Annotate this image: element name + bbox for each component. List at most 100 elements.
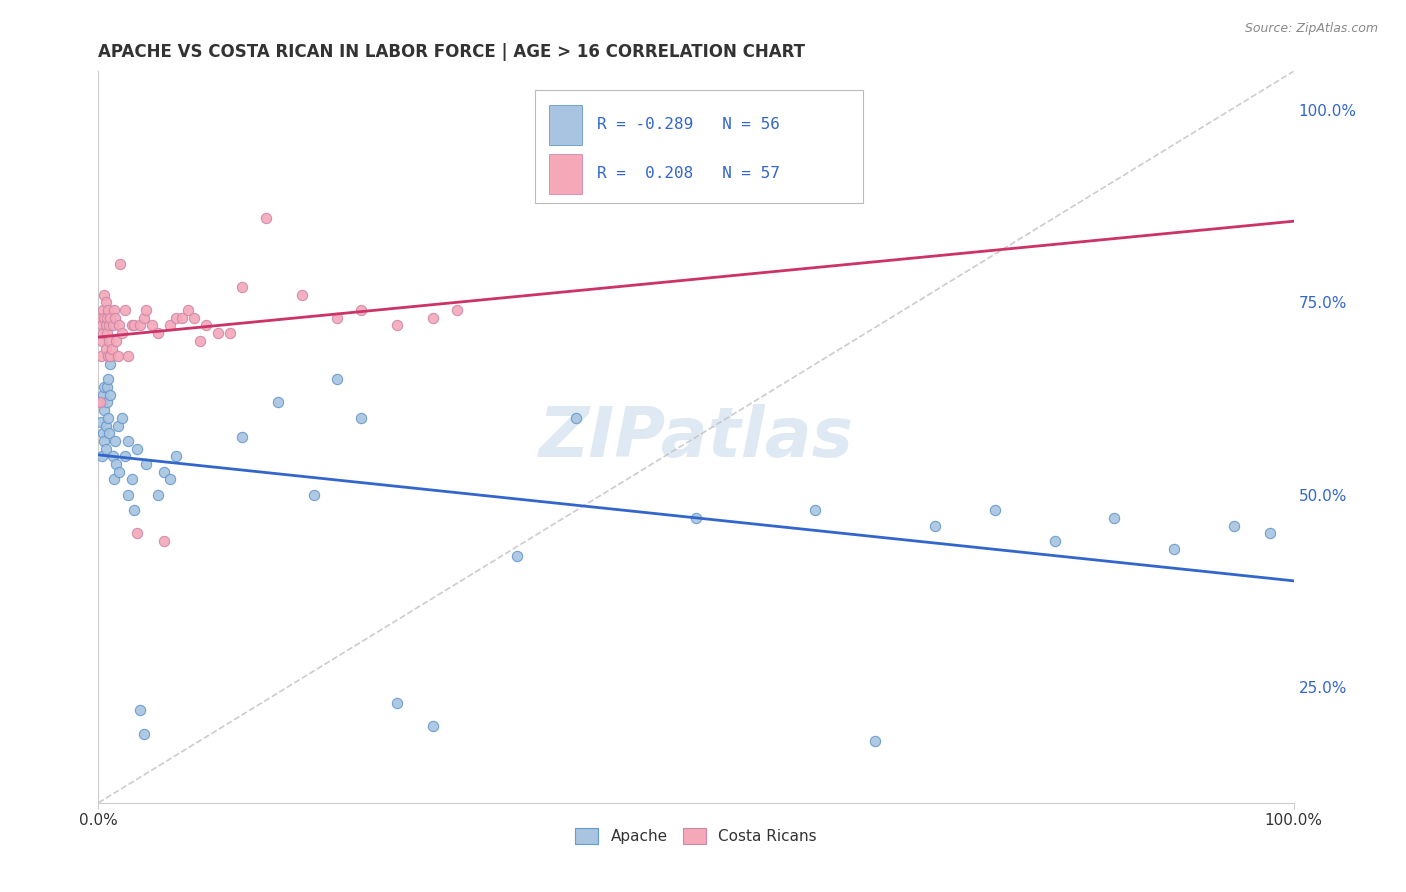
Point [1104, 511, 1126, 525]
Point [90, 415, 112, 429]
Point [90, 349, 112, 363]
Point [104, 434, 127, 448]
Point [107, 418, 129, 433]
Point [565, 410, 588, 425]
Point [129, 703, 152, 717]
Point [254, 211, 277, 225]
Point [177, 303, 200, 318]
Point [94, 342, 117, 356]
Text: ZIPatlas: ZIPatlas [538, 403, 853, 471]
Point [91, 334, 114, 348]
Point [105, 457, 128, 471]
Point [107, 318, 129, 333]
Point [100, 342, 122, 356]
Bar [548, 153, 582, 194]
Point [98, 310, 122, 325]
Point [132, 310, 155, 325]
Point [685, 511, 707, 525]
Text: R = -0.289   N = 56: R = -0.289 N = 56 [596, 117, 780, 132]
Point [159, 472, 181, 486]
Point [1043, 534, 1066, 549]
Point [1258, 526, 1281, 541]
Point [125, 526, 148, 541]
Point [96, 310, 118, 325]
Point [422, 310, 444, 325]
Point [101, 450, 124, 464]
Point [506, 549, 529, 564]
Point [89, 395, 111, 409]
Point [172, 310, 194, 325]
Bar [534, 90, 863, 203]
Point [105, 334, 128, 348]
Point [98, 349, 122, 363]
Point [114, 450, 136, 464]
Point [91, 303, 114, 318]
Point [121, 318, 143, 333]
Point [97, 349, 120, 363]
Point [117, 488, 139, 502]
Point [97, 303, 120, 318]
Point [93, 287, 115, 301]
Point [103, 303, 125, 318]
Point [98, 426, 121, 441]
Point [125, 442, 148, 456]
Point [231, 280, 253, 294]
Point [129, 318, 152, 333]
Point [91, 318, 114, 333]
Point [103, 472, 125, 486]
Point [93, 380, 115, 394]
Point [153, 465, 176, 479]
Point [107, 465, 129, 479]
Point [183, 310, 205, 325]
Point [94, 418, 117, 433]
Point [97, 410, 120, 425]
Point [1163, 541, 1185, 556]
Point [350, 410, 373, 425]
Point [924, 518, 946, 533]
Point [91, 395, 114, 409]
Point [98, 357, 122, 371]
Point [159, 318, 181, 333]
Point [446, 303, 468, 318]
Text: Source: ZipAtlas.com: Source: ZipAtlas.com [1244, 22, 1378, 36]
Point [385, 318, 409, 333]
Point [107, 349, 129, 363]
Point [91, 450, 114, 464]
Point [148, 488, 170, 502]
Point [124, 318, 146, 333]
Point [93, 434, 115, 448]
Point [111, 326, 134, 340]
Point [207, 326, 229, 340]
Point [135, 303, 157, 318]
Point [98, 334, 121, 348]
Point [231, 430, 253, 444]
Text: APACHE VS COSTA RICAN IN LABOR FORCE | AGE > 16 CORRELATION CHART: APACHE VS COSTA RICAN IN LABOR FORCE | A… [98, 44, 806, 62]
Point [804, 503, 827, 517]
Point [302, 488, 325, 502]
Point [117, 349, 139, 363]
Point [114, 303, 136, 318]
Point [148, 326, 170, 340]
Point [291, 287, 314, 301]
Point [422, 719, 444, 733]
Legend: Apache, Costa Ricans: Apache, Costa Ricans [569, 822, 823, 850]
Point [121, 472, 143, 486]
Point [111, 410, 134, 425]
Point [984, 503, 1007, 517]
Point [219, 326, 242, 340]
Point [153, 534, 176, 549]
Point [195, 318, 218, 333]
Point [94, 318, 117, 333]
Point [132, 726, 155, 740]
Point [93, 403, 115, 417]
Point [117, 434, 139, 448]
Point [94, 442, 117, 456]
Point [91, 326, 114, 340]
Point [188, 334, 211, 348]
Point [97, 372, 120, 386]
Point [90, 310, 112, 325]
Point [96, 380, 118, 394]
Point [326, 310, 349, 325]
Point [104, 310, 127, 325]
Bar [548, 104, 582, 145]
